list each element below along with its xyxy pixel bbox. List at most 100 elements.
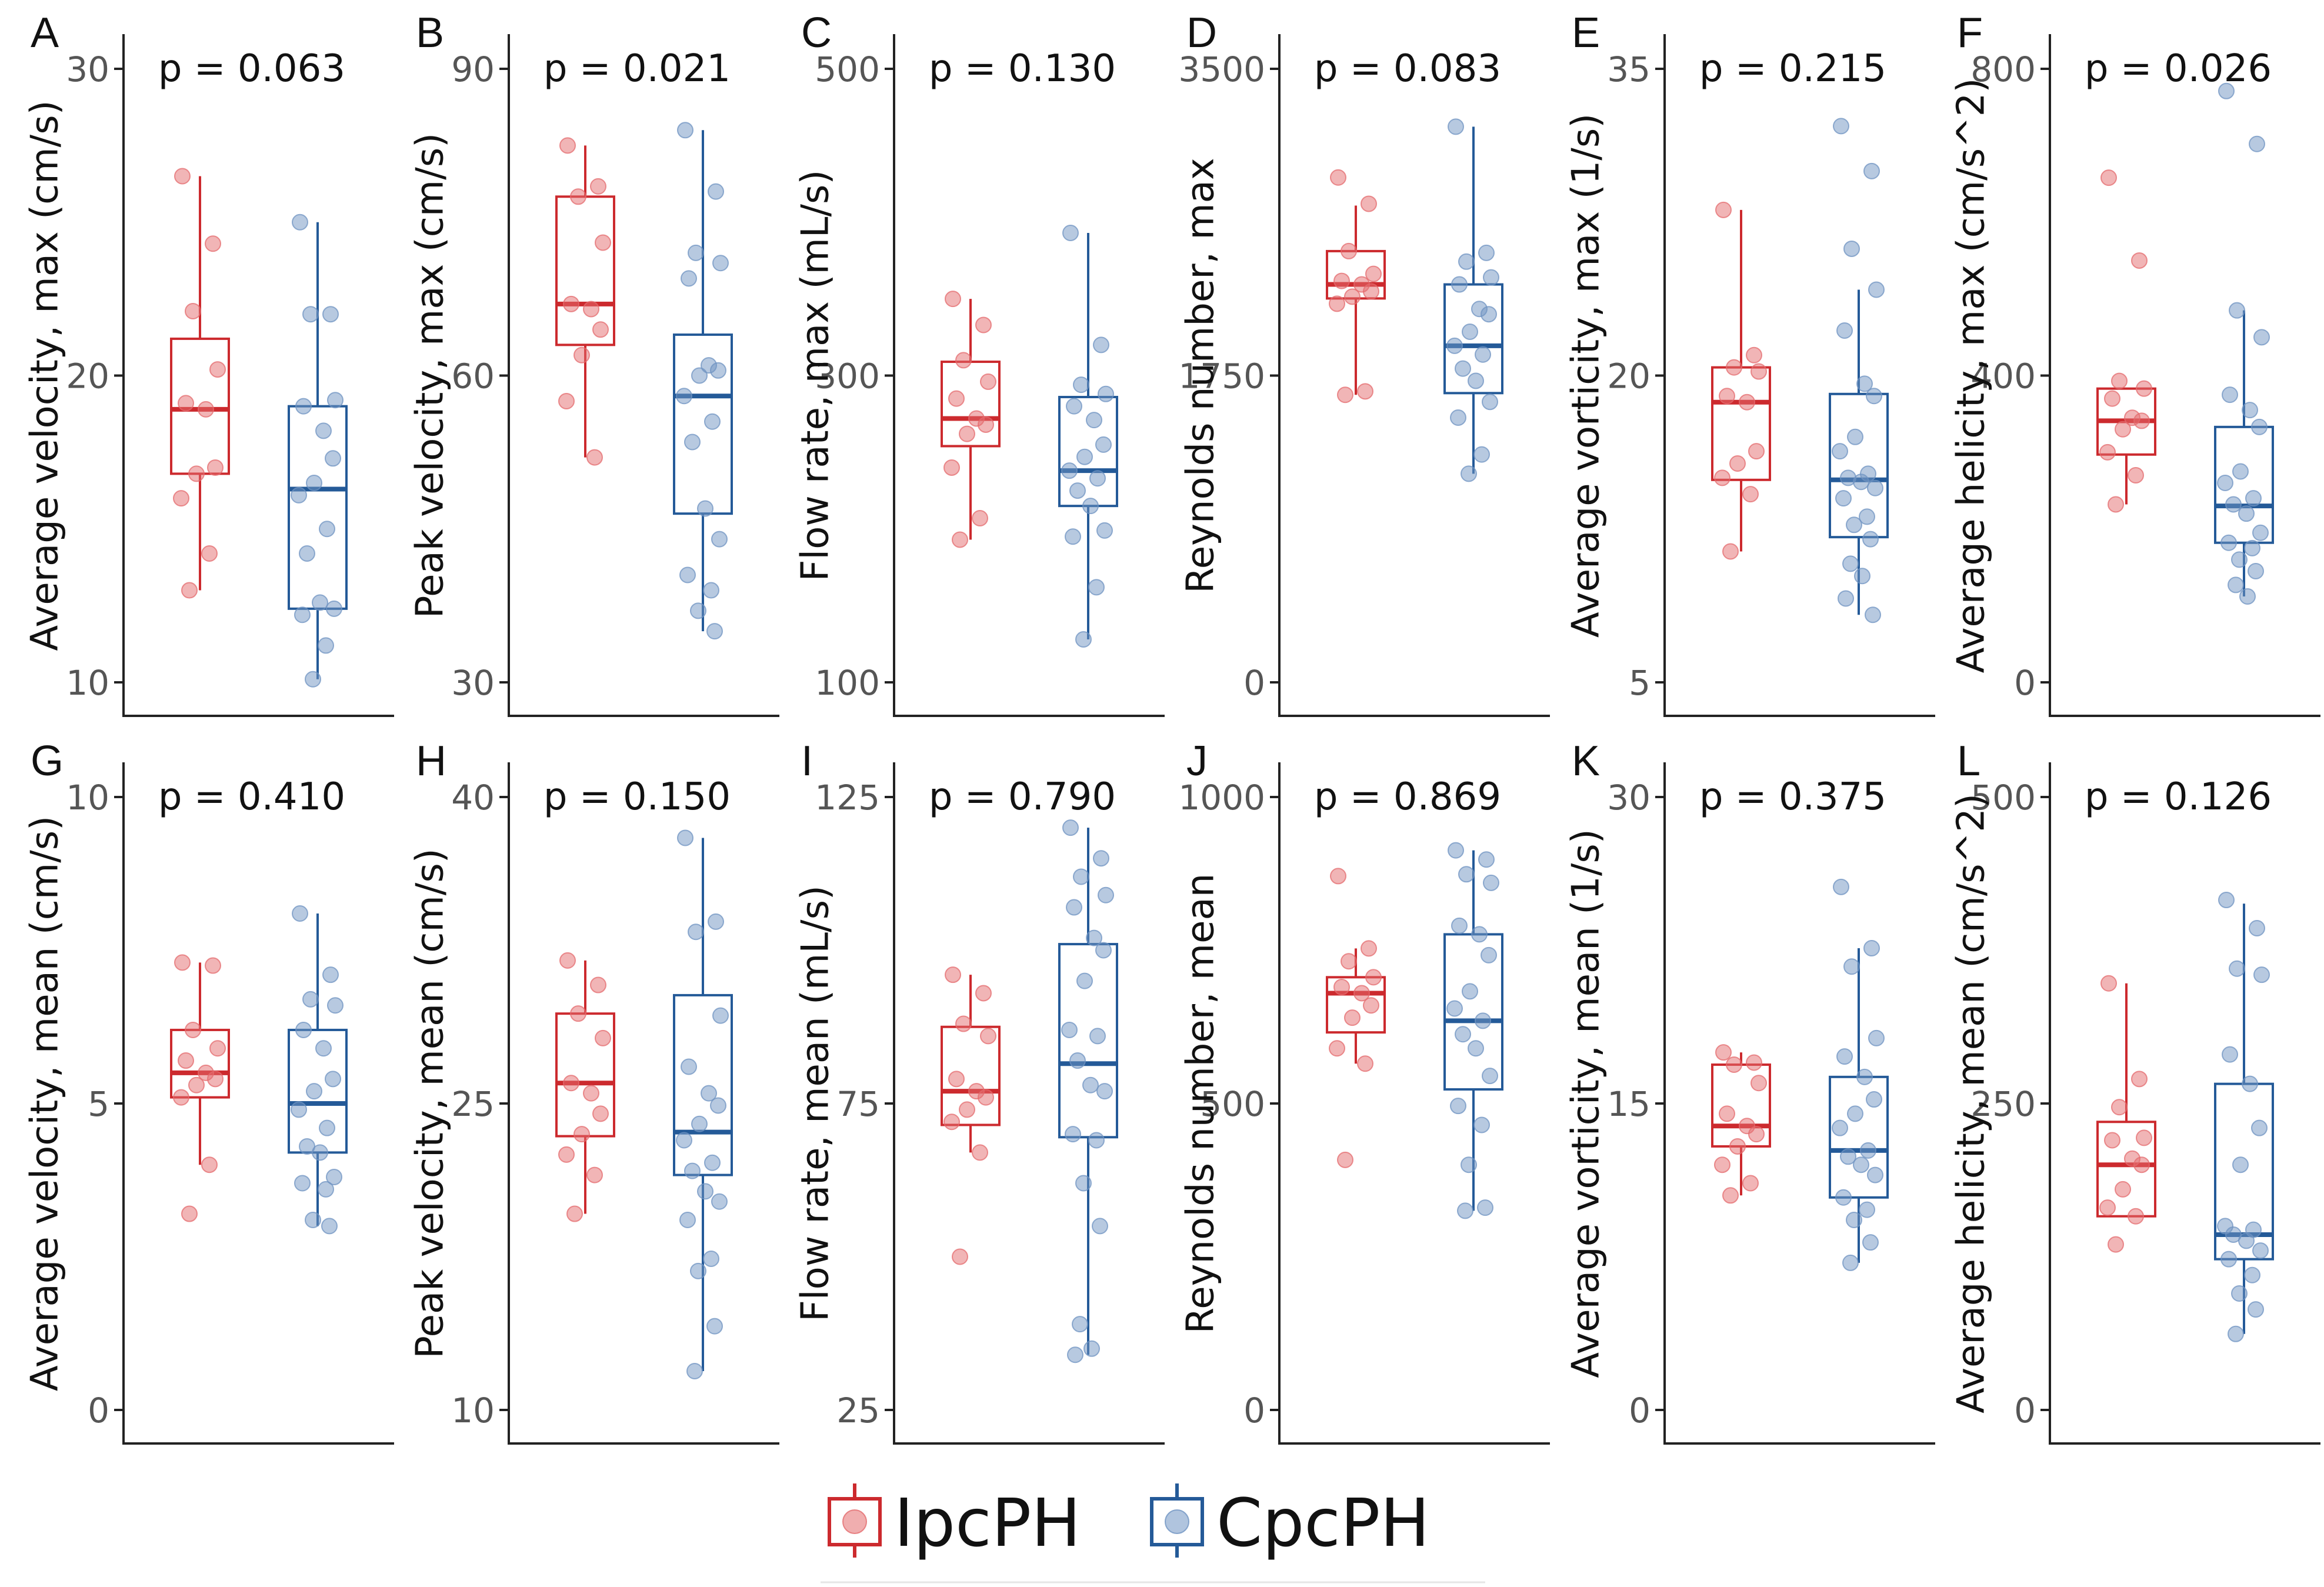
data-point <box>975 316 992 334</box>
data-point <box>959 1101 975 1118</box>
data-point <box>1865 606 1881 624</box>
data-point <box>1853 474 1869 491</box>
data-point <box>2115 421 2131 438</box>
data-point <box>294 606 311 624</box>
y-axis-title: Average velocity, mean (cm/s) <box>24 816 67 1391</box>
data-point <box>1092 1218 1108 1235</box>
data-point <box>704 413 721 430</box>
data-point <box>1062 225 1079 242</box>
data-point <box>1329 1040 1345 1057</box>
data-point <box>292 214 308 231</box>
data-point <box>1475 346 1491 363</box>
box-ipcph <box>941 291 1001 548</box>
data-point <box>1461 1156 1477 1173</box>
data-point <box>1072 1316 1088 1333</box>
data-point <box>1853 1156 1869 1173</box>
data-point <box>1742 486 1759 503</box>
data-point <box>710 362 726 379</box>
data-point <box>1748 1126 1765 1143</box>
data-point <box>2228 576 2244 594</box>
data-point <box>686 1363 703 1380</box>
data-point <box>327 997 344 1014</box>
y-tick-label: 10 <box>451 1391 495 1431</box>
data-point <box>2217 475 2233 492</box>
data-point <box>1088 1132 1105 1149</box>
data-point <box>2218 82 2235 99</box>
data-point <box>1461 465 1477 482</box>
data-point <box>1833 878 1849 895</box>
data-point <box>321 1218 338 1235</box>
data-point <box>570 188 586 205</box>
data-point <box>306 475 322 492</box>
data-point <box>972 1144 988 1161</box>
data-point <box>1746 346 1762 364</box>
data-point <box>295 398 312 415</box>
y-tick-label: 400 <box>1970 356 2036 396</box>
data-point <box>559 137 576 154</box>
p-value-label: p = 0.375 <box>1699 775 1886 819</box>
data-point <box>688 923 704 941</box>
data-point <box>1095 436 1112 453</box>
data-point <box>592 1105 609 1122</box>
box-iqr <box>2096 1121 2156 1218</box>
data-point <box>1483 269 1499 286</box>
data-point <box>1843 958 1860 975</box>
y-axis-title: Reynolds number, max <box>1179 158 1223 594</box>
data-point <box>1722 1187 1739 1204</box>
box-cpcph <box>288 905 348 1235</box>
data-point <box>1866 388 1882 405</box>
data-point <box>209 361 226 378</box>
data-point <box>207 459 224 476</box>
data-point <box>326 600 342 617</box>
data-point <box>1863 940 1880 957</box>
data-point <box>972 509 988 526</box>
data-point <box>2251 418 2268 435</box>
data-point <box>1066 899 1082 916</box>
data-point <box>1451 276 1468 293</box>
data-point <box>701 1085 717 1102</box>
y-axis-title: Average vorticity, max (1/s) <box>1565 114 1608 638</box>
data-point <box>2100 975 2117 992</box>
data-point <box>1330 868 1346 885</box>
data-point <box>1061 462 1078 479</box>
data-point <box>1478 244 1495 261</box>
data-point <box>1073 376 1089 394</box>
data-point <box>1715 201 1732 218</box>
panel-label: H <box>416 738 446 785</box>
y-tick-label: 30 <box>1607 778 1651 818</box>
data-point <box>1361 940 1377 957</box>
y-tick-label: 60 <box>451 356 495 396</box>
panel-label: D <box>1186 9 1217 56</box>
data-point <box>2104 1132 2120 1149</box>
data-point <box>1846 516 1862 534</box>
data-point <box>1344 288 1361 305</box>
data-point <box>1483 874 1499 891</box>
box-cpcph <box>1443 118 1503 482</box>
p-value-label: p = 0.869 <box>1314 775 1501 819</box>
y-tick-label: 800 <box>1970 49 2036 89</box>
y-tick-label: 20 <box>1607 356 1651 396</box>
data-point <box>2242 402 2258 419</box>
data-point <box>586 1166 603 1183</box>
data-point <box>955 352 972 369</box>
panel-label: C <box>801 9 832 56</box>
data-point <box>325 450 341 467</box>
y-tick-label: 250 <box>1970 1084 2036 1124</box>
data-point <box>1868 281 1885 298</box>
data-point <box>299 545 315 562</box>
data-point <box>319 521 335 538</box>
data-point <box>980 1028 996 1045</box>
y-tick-label: 25 <box>451 1084 495 1124</box>
data-point <box>1836 322 1853 339</box>
data-point <box>691 1115 708 1132</box>
box-ipcph <box>555 137 615 466</box>
data-point <box>1089 470 1106 487</box>
data-point <box>1847 1105 1863 1122</box>
data-point <box>1363 997 1379 1014</box>
box-cpcph <box>288 214 348 688</box>
y-tick-label: 30 <box>451 663 495 703</box>
data-point <box>684 434 701 451</box>
data-point <box>2222 1046 2238 1063</box>
